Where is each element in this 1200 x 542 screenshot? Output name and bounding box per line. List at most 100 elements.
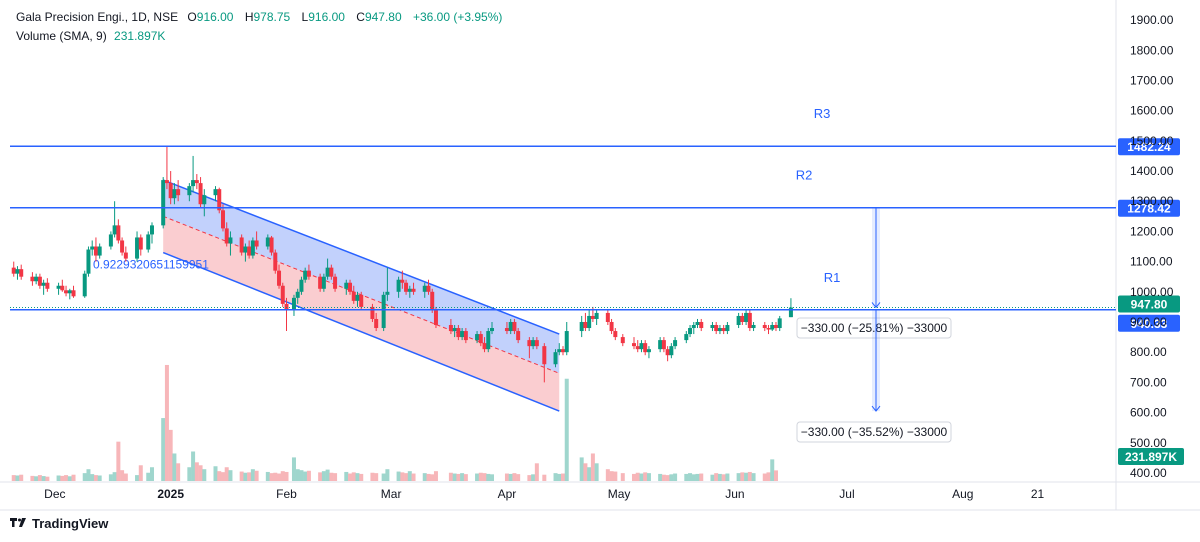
volume-bar xyxy=(37,475,42,481)
candle-body xyxy=(220,210,225,229)
volume-bar xyxy=(97,475,102,481)
volume-bar xyxy=(740,472,745,481)
measure-tools[interactable]: −330.00 (−25.81%) −33000 −330.00 (−35.52%… xyxy=(796,207,952,443)
volume-bar xyxy=(486,473,491,481)
candle-body xyxy=(717,328,722,332)
candle-body xyxy=(11,267,16,274)
volume-bar xyxy=(67,476,72,481)
high-value: 978.75 xyxy=(253,10,291,24)
candle-body xyxy=(187,186,192,196)
horizontal-levels[interactable]: R3 1482.24 R2 1278.42 R1 940.33 947.80 231.897K xyxy=(10,106,1184,465)
volume-bar xyxy=(138,465,143,481)
x-tick-label: Jun xyxy=(725,487,744,501)
low-value: 916.00 xyxy=(308,10,345,24)
volume-bar xyxy=(553,473,558,481)
volume-label[interactable]: Volume (SMA, 9) xyxy=(16,29,107,43)
volume-bar xyxy=(516,474,521,481)
candle-body xyxy=(508,321,513,332)
low-label: L xyxy=(301,10,309,24)
candle-body xyxy=(422,285,427,292)
channel-lower-line xyxy=(162,251,560,412)
candle-body xyxy=(407,288,412,292)
volume-bar xyxy=(381,473,386,481)
candle-body xyxy=(265,237,270,247)
candle-body xyxy=(564,331,569,353)
candle-body xyxy=(490,328,495,332)
candle-body xyxy=(531,340,536,347)
level-price-tag-text: 1278.42 xyxy=(1127,202,1171,216)
measure-box-text: −330.00 (−35.52%) −33000 xyxy=(801,425,948,439)
price-axis[interactable]: 400.00 500.00 600.00 700.00 800.00 900.00 1000… xyxy=(1130,13,1174,480)
candle-body xyxy=(770,325,775,330)
candle-body xyxy=(396,279,401,292)
volume-bar xyxy=(348,473,353,481)
volume-bar xyxy=(60,475,65,481)
x-tick-label: Feb xyxy=(276,487,297,501)
volume-bar xyxy=(721,474,726,481)
volume-bar xyxy=(590,453,595,481)
volume-tag xyxy=(1118,448,1184,465)
x-tick-label: 21 xyxy=(1031,487,1045,501)
volume-bar xyxy=(609,471,614,481)
volume-bar xyxy=(613,471,618,481)
volume-bar xyxy=(639,473,644,481)
channel-upper-line xyxy=(162,179,560,335)
volume-bar xyxy=(370,472,375,481)
volume-bar xyxy=(710,474,715,481)
volume-bar xyxy=(527,475,532,481)
candle-body xyxy=(504,328,509,332)
volume-bar xyxy=(299,470,304,481)
last-price-tag xyxy=(1118,295,1180,313)
candle-body xyxy=(120,240,125,253)
open-value: 916.00 xyxy=(196,10,234,24)
volume-tag-text: 231.897K xyxy=(1125,450,1177,464)
volume-bar xyxy=(90,474,95,481)
candle-body xyxy=(116,225,121,241)
volume-bar xyxy=(247,472,252,481)
volume-bar xyxy=(411,473,416,481)
volume-bar xyxy=(213,466,218,481)
volume-bar xyxy=(579,457,584,481)
candle-body xyxy=(710,325,715,329)
candle-body xyxy=(460,331,465,338)
volume-bar xyxy=(112,472,117,481)
candle-body xyxy=(620,337,625,344)
candles xyxy=(11,146,793,383)
candle-body xyxy=(37,276,42,286)
level-label-r3: R3 xyxy=(814,106,831,121)
volume-bar xyxy=(198,465,203,481)
candle-body xyxy=(751,325,756,329)
candle-body xyxy=(381,294,386,329)
volume-bar xyxy=(534,463,539,481)
candle-body xyxy=(82,273,87,297)
volume-bar xyxy=(295,469,300,481)
volume-bar xyxy=(191,451,196,481)
candle-body xyxy=(744,312,749,322)
volume-bar xyxy=(116,441,121,481)
volume-bar xyxy=(217,471,222,481)
candle-body xyxy=(19,269,24,277)
close-label: C xyxy=(356,10,365,24)
candle-body xyxy=(557,349,562,353)
tradingview-brand[interactable]: TradingView xyxy=(10,516,108,531)
level-price-tag-text: 1482.24 xyxy=(1127,140,1171,154)
candle-body xyxy=(359,294,364,307)
volume-bar xyxy=(643,472,648,481)
volume-bar xyxy=(688,473,693,481)
time-axis[interactable]: Dec 2025 Feb Mar Apr May Jun Jul Aug 21 xyxy=(44,487,1044,501)
volume-bar xyxy=(699,473,704,481)
regression-channel[interactable]: 0.9229320651159951 xyxy=(93,179,560,412)
channel-coefficient-label: 0.9229320651159951 xyxy=(93,258,209,272)
volume-bar xyxy=(56,475,61,481)
symbol-title[interactable]: Gala Precision Engi., 1D, NSE xyxy=(16,10,179,24)
candle-body xyxy=(773,325,778,329)
y-tick-label: 900.00 xyxy=(1130,315,1167,329)
candle-body xyxy=(516,331,521,341)
candle-body xyxy=(93,246,98,256)
volume-bar xyxy=(220,472,225,481)
volume-bar xyxy=(714,473,719,481)
measure-arrow-icon xyxy=(871,302,881,309)
y-tick-label: 1200.00 xyxy=(1130,224,1174,238)
volume-bar xyxy=(430,474,435,481)
